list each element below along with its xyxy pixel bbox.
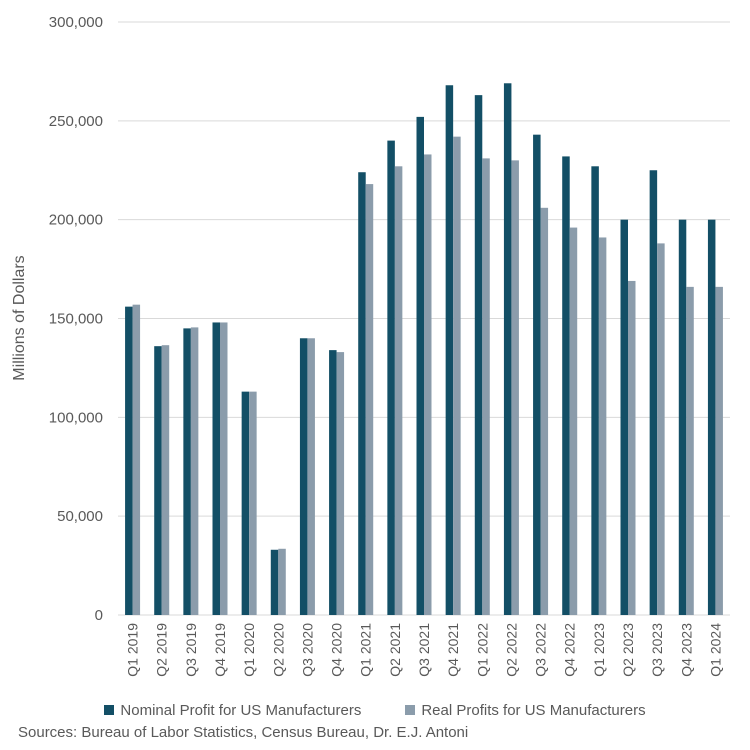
x-tick-label: Q2 2023 <box>620 623 636 677</box>
y-axis-ticks: 0 50,000 100,000 150,000 200,000 250,000 300,0… <box>49 14 103 624</box>
bar-real <box>453 136 461 615</box>
x-tick-label: Q2 2019 <box>154 623 170 677</box>
x-tick-label: Q1 2020 <box>241 623 257 677</box>
y-tick-label: 0 <box>95 607 103 624</box>
bar-nominal <box>212 322 220 615</box>
bar-nominal <box>707 219 716 615</box>
bar-nominal <box>474 95 483 616</box>
bar-real <box>569 227 578 615</box>
bar-real <box>132 304 141 615</box>
bar-nominal <box>649 170 658 615</box>
x-tick-label: Q3 2023 <box>649 623 665 677</box>
bar-nominal <box>591 166 599 615</box>
legend-swatch-nominal <box>104 705 115 715</box>
x-tick-label: Q3 2021 <box>416 623 432 677</box>
bar-real <box>657 243 665 616</box>
bar-nominal <box>620 219 628 615</box>
y-tick-label: 100,000 <box>49 409 103 426</box>
x-axis-ticks: Q1 2019 Q2 2019 Q3 2019 Q4 2019 Q1 2020 Q2 20… <box>125 623 724 677</box>
bar-real <box>307 338 315 615</box>
bar-real <box>482 158 490 615</box>
bar-nominal <box>154 346 162 615</box>
bars <box>125 83 723 616</box>
x-tick-label: Q1 2023 <box>591 623 607 677</box>
bar-nominal <box>416 116 424 615</box>
x-tick-label: Q3 2019 <box>183 623 199 677</box>
bar-real <box>424 154 432 616</box>
x-tick-label: Q4 2020 <box>329 623 345 677</box>
x-tick-label: Q4 2022 <box>562 623 578 677</box>
bar-real <box>540 207 549 615</box>
legend-item-nominal: Nominal Profit for US Manufacturers <box>104 700 361 720</box>
bar-nominal <box>678 219 687 615</box>
bar-real <box>598 237 607 615</box>
bar-real <box>190 327 199 615</box>
legend-label-nominal: Nominal Profit for US Manufacturers <box>120 701 362 719</box>
bar-nominal <box>299 338 308 615</box>
legend: Nominal Profit for US Manufacturers Real… <box>0 700 750 720</box>
bar-real <box>365 184 374 615</box>
x-tick-label: Q2 2021 <box>387 623 403 677</box>
y-tick-label: 250,000 <box>49 113 103 130</box>
y-tick-label: 50,000 <box>57 508 103 525</box>
bar-nominal <box>358 172 366 615</box>
legend-swatch-real <box>405 705 416 715</box>
bar-real <box>628 280 636 615</box>
bar-real <box>715 286 723 615</box>
y-tick-label: 200,000 <box>49 212 103 229</box>
bar-nominal <box>270 549 279 615</box>
x-tick-label: Q1 2022 <box>474 623 490 677</box>
bar-nominal <box>183 328 191 615</box>
x-tick-label: Q2 2022 <box>503 623 519 677</box>
y-axis-label: Millions of Dollars <box>11 255 28 380</box>
bar-nominal <box>125 306 133 615</box>
x-tick-label: Q2 2020 <box>270 623 286 677</box>
bar-real <box>278 548 286 615</box>
bar-nominal <box>241 391 250 615</box>
legend-item-real: Real Profits for US Manufacturers <box>405 700 646 720</box>
x-tick-label: Q3 2020 <box>299 623 315 677</box>
bar-real <box>686 286 694 615</box>
bar-nominal <box>445 85 454 615</box>
x-tick-label: Q1 2024 <box>707 623 723 677</box>
bar-nominal <box>562 156 570 615</box>
source-note: Sources: Bureau of Labor Statistics, Cen… <box>18 724 469 741</box>
x-tick-label: Q4 2023 <box>678 623 694 677</box>
legend-label-real: Real Profits for US Manufacturers <box>421 701 646 719</box>
bar-nominal <box>503 83 512 615</box>
bar-real <box>394 166 403 615</box>
y-tick-label: 150,000 <box>49 311 103 328</box>
bar-nominal <box>387 140 395 615</box>
bar-real <box>161 345 170 615</box>
bar-real <box>336 352 345 615</box>
x-tick-label: Q4 2021 <box>445 623 461 677</box>
x-tick-label: Q3 2022 <box>533 623 549 677</box>
bar-nominal <box>329 350 337 615</box>
x-tick-label: Q1 2021 <box>358 623 374 677</box>
y-tick-label: 300,000 <box>49 14 103 31</box>
bar-real <box>511 160 519 615</box>
bar-nominal <box>533 134 541 616</box>
x-tick-label: Q4 2019 <box>212 623 228 677</box>
x-tick-label: Q1 2019 <box>125 623 141 677</box>
bar-real <box>220 322 228 615</box>
bar-real <box>249 391 257 615</box>
